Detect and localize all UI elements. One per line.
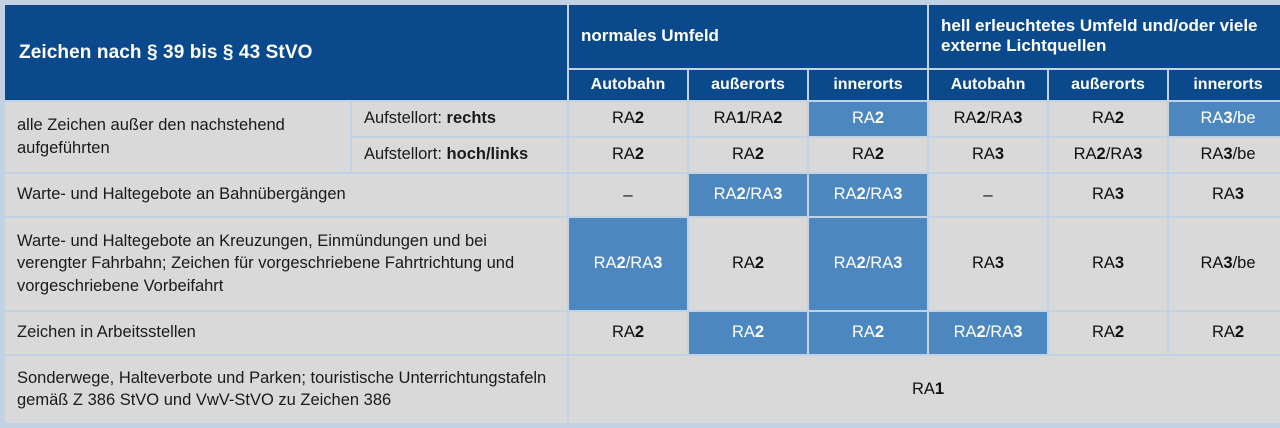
value-cell: RA2/RA3 [929, 102, 1048, 136]
value-cell: RA2 [1049, 102, 1168, 136]
row-description: Zeichen in Arbeitsstellen [5, 311, 567, 354]
value-cell: RA2/RA3 [809, 217, 928, 310]
row-description: alle Zeichen außer den nachstehend aufge… [5, 102, 350, 172]
row-subdescription: Aufstellort: rechts [352, 102, 567, 136]
value-cell: RA3 [1049, 173, 1168, 216]
table-row: Zeichen in Arbeitsstellen RA2 RA2 RA2 RA2/RA… [5, 311, 1280, 354]
value-cell: RA3/be [1169, 217, 1280, 310]
value-cell: – [929, 173, 1048, 216]
column-header-innerorts-normal: innerorts [809, 69, 928, 101]
value-cell: RA2 [689, 137, 807, 172]
table-row: alle Zeichen außer den nachstehend aufge… [5, 102, 1280, 172]
value-cell: RA2 [569, 311, 687, 354]
value-cell: RA2 [809, 102, 928, 136]
table-row: Aufstellort: hoch/links RA2 RA2 RA2 RA3 RA2/R… [5, 137, 1280, 172]
value-cell: RA2 [569, 137, 687, 172]
header-row-groups: Zeichen nach § 39 bis § 43 StVO normales… [5, 5, 1280, 101]
value-cell: RA2/RA3 [1049, 137, 1168, 172]
value-cell: RA2 [809, 137, 928, 172]
table-body: Zeichen nach § 39 bis § 43 StVO normales… [5, 5, 1280, 423]
header-group-bright: hell erleuchtetes Umfeld und/oder viele … [929, 5, 1280, 68]
column-header-autobahn-bright: Autobahn [929, 69, 1048, 101]
row-subdescription: Aufstellort: hoch/links [352, 137, 567, 172]
page-title: Zeichen nach § 39 bis § 43 StVO [5, 5, 567, 101]
value-cell: RA2 [689, 311, 807, 354]
value-cell: RA3/be [1169, 102, 1280, 136]
value-cell: RA2 [1049, 311, 1168, 354]
table-row: Warte- und Haltegebote an Kreuzungen, Ei… [5, 217, 1280, 310]
column-header-ausserorts-normal: außerorts [689, 69, 807, 101]
header-row-columns: Autobahn außerorts innerorts Autobahn au… [5, 69, 1280, 101]
value-cell-span: RA1 [569, 355, 1280, 423]
table-row: Sonderwege, Halteverbote und Parken; tou… [5, 355, 1280, 423]
value-cell: RA2/RA3 [929, 311, 1048, 354]
value-cell: RA2/RA3 [809, 173, 928, 216]
column-header-autobahn-normal: Autobahn [569, 69, 687, 101]
value-cell: RA3 [929, 217, 1048, 310]
value-cell: RA3/be [1169, 137, 1280, 172]
ra-classes-table: Zeichen nach § 39 bis § 43 StVO normales… [3, 3, 1280, 425]
value-cell: RA3 [1169, 173, 1280, 216]
column-header-ausserorts-bright: außerorts [1049, 69, 1168, 101]
value-cell: RA1/RA2 [689, 102, 807, 136]
table-row: Warte- und Haltegebote an Bahnübergängen… [5, 173, 1280, 216]
value-cell: – [569, 173, 687, 216]
value-cell: RA2 [809, 311, 928, 354]
value-cell: RA3 [1049, 217, 1168, 310]
row-description: Warte- und Haltegebote an Bahnübergängen [5, 173, 567, 216]
value-cell: RA2/RA3 [569, 217, 687, 310]
value-cell: RA3 [929, 137, 1048, 172]
header-group-normal: normales Umfeld [569, 5, 928, 68]
row-description: Sonderwege, Halteverbote und Parken; tou… [5, 355, 567, 423]
value-cell: RA2/RA3 [689, 173, 807, 216]
value-cell: RA2 [569, 102, 687, 136]
value-cell: RA2 [689, 217, 807, 310]
column-header-innerorts-bright: innerorts [1169, 69, 1280, 101]
row-description: Warte- und Haltegebote an Kreuzungen, Ei… [5, 217, 567, 310]
value-cell: RA2 [1169, 311, 1280, 354]
